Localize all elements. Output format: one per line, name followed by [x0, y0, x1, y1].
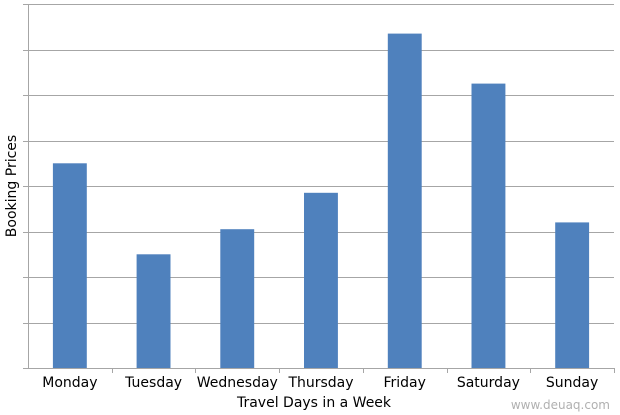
bars — [52, 33, 590, 369]
x-tick-label: Friday — [383, 375, 425, 391]
x-tick-label: Tuesday — [124, 375, 182, 391]
x-axis-title: Travel Days in a Week — [236, 395, 392, 411]
bar-thursday — [304, 192, 338, 368]
bar-friday — [387, 33, 422, 368]
x-tick-label: Wednesday — [197, 375, 278, 391]
bar-wednesday — [220, 229, 255, 368]
x-tick-label: Monday — [42, 375, 97, 391]
bar-saturday — [471, 83, 506, 368]
x-tick-label: Saturday — [457, 375, 520, 391]
x-tick-label: Thursday — [287, 375, 353, 391]
y-axis-title: Booking Prices — [4, 135, 20, 237]
bar-monday — [52, 163, 87, 369]
bar-tuesday — [136, 254, 171, 369]
x-tick-labels: Monday Tuesday Wednesday Thursday Friday Satu… — [42, 375, 598, 391]
axes — [23, 4, 615, 373]
bar-sunday — [555, 222, 590, 368]
x-tick-label: Sunday — [546, 375, 598, 391]
watermark: www.deuaq.com — [511, 398, 610, 412]
